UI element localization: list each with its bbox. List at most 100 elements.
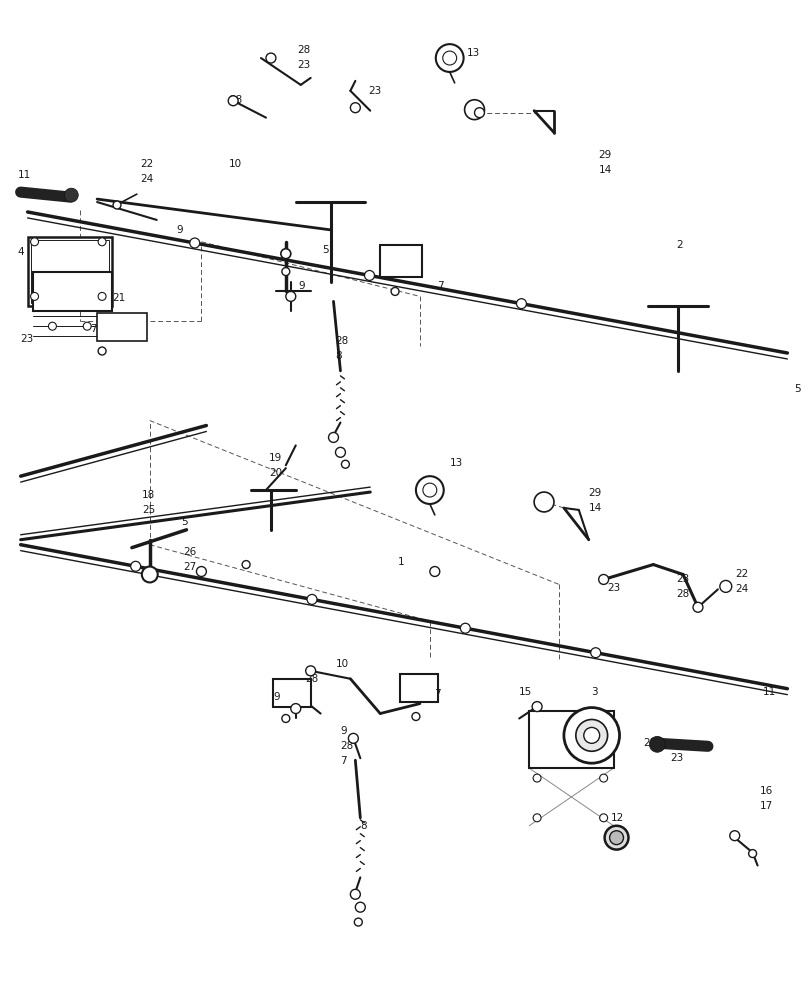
Text: 13: 13 <box>449 458 462 468</box>
Circle shape <box>599 814 607 822</box>
Circle shape <box>348 733 358 743</box>
Text: 4: 4 <box>18 247 24 257</box>
Text: 1: 1 <box>397 557 404 567</box>
Circle shape <box>391 287 398 295</box>
Circle shape <box>31 292 38 300</box>
Text: 9: 9 <box>298 281 305 291</box>
Text: 28: 28 <box>305 674 319 684</box>
Text: 2: 2 <box>676 240 682 250</box>
Text: 11: 11 <box>18 170 31 180</box>
Circle shape <box>190 238 200 248</box>
Circle shape <box>354 918 362 926</box>
Text: 16: 16 <box>758 786 772 796</box>
Text: 23: 23 <box>298 60 311 70</box>
Bar <box>400 674 437 702</box>
Circle shape <box>281 268 290 276</box>
Text: 28: 28 <box>335 336 348 346</box>
Circle shape <box>563 708 619 763</box>
Bar <box>32 272 112 311</box>
Text: 23: 23 <box>607 583 620 593</box>
Circle shape <box>604 826 628 850</box>
Text: 23: 23 <box>368 86 381 96</box>
Bar <box>28 237 112 306</box>
Circle shape <box>590 648 600 658</box>
Circle shape <box>307 594 316 604</box>
Text: 23: 23 <box>20 334 34 344</box>
Text: 29: 29 <box>598 150 611 160</box>
Circle shape <box>531 702 542 712</box>
Circle shape <box>335 447 345 457</box>
Text: 25: 25 <box>142 505 155 515</box>
Circle shape <box>281 249 290 259</box>
Circle shape <box>142 567 157 582</box>
Text: 28: 28 <box>229 95 242 105</box>
Text: 6: 6 <box>610 828 616 838</box>
Circle shape <box>436 44 463 72</box>
Text: 9: 9 <box>272 692 279 702</box>
Text: 15: 15 <box>518 687 532 697</box>
Circle shape <box>429 567 440 576</box>
Text: 19: 19 <box>268 453 282 463</box>
Circle shape <box>98 292 106 300</box>
Circle shape <box>516 299 526 309</box>
Text: 27: 27 <box>183 562 196 572</box>
Text: 5: 5 <box>322 245 328 255</box>
Circle shape <box>341 460 349 468</box>
Circle shape <box>31 238 38 246</box>
Text: 7: 7 <box>433 689 440 699</box>
Circle shape <box>533 774 540 782</box>
Circle shape <box>599 774 607 782</box>
Text: 5: 5 <box>793 384 800 394</box>
Text: 8: 8 <box>335 351 341 361</box>
Circle shape <box>83 322 91 330</box>
Text: 22: 22 <box>735 569 748 579</box>
Text: 9: 9 <box>340 726 346 736</box>
Bar <box>97 313 147 341</box>
Text: 18: 18 <box>142 490 155 500</box>
Circle shape <box>364 270 374 280</box>
Text: 24: 24 <box>139 174 153 184</box>
Circle shape <box>533 814 540 822</box>
Text: 12: 12 <box>610 813 623 823</box>
Text: 10: 10 <box>335 659 348 669</box>
Circle shape <box>113 201 121 209</box>
Circle shape <box>748 850 756 858</box>
Text: 3: 3 <box>590 687 597 697</box>
Circle shape <box>355 902 365 912</box>
Circle shape <box>534 492 553 512</box>
Circle shape <box>350 889 360 899</box>
Text: 8: 8 <box>360 821 367 831</box>
Circle shape <box>464 100 484 120</box>
Circle shape <box>228 96 238 106</box>
Text: 21: 21 <box>642 738 656 748</box>
Circle shape <box>98 238 106 246</box>
Text: 21: 21 <box>112 293 125 303</box>
Circle shape <box>583 727 599 743</box>
Bar <box>529 711 613 768</box>
Text: 13: 13 <box>466 48 479 58</box>
Bar <box>31 240 109 303</box>
Bar <box>380 245 422 277</box>
Circle shape <box>281 715 290 722</box>
Text: 9: 9 <box>176 225 183 235</box>
Circle shape <box>649 736 664 752</box>
Circle shape <box>411 713 419 720</box>
Text: 28: 28 <box>676 589 689 599</box>
Text: 22: 22 <box>139 159 153 169</box>
Text: 23: 23 <box>676 574 689 584</box>
Circle shape <box>98 347 106 355</box>
Circle shape <box>423 483 436 497</box>
Circle shape <box>266 53 276 63</box>
Text: 29: 29 <box>588 488 601 498</box>
Circle shape <box>49 322 56 330</box>
Circle shape <box>285 291 295 301</box>
Circle shape <box>328 432 338 442</box>
Text: 5: 5 <box>182 517 188 527</box>
Text: 14: 14 <box>588 503 601 513</box>
Text: 26: 26 <box>183 547 196 557</box>
Text: 7: 7 <box>340 756 346 766</box>
Circle shape <box>692 602 702 612</box>
Circle shape <box>598 574 608 584</box>
Circle shape <box>609 831 623 845</box>
Text: 17: 17 <box>758 801 772 811</box>
